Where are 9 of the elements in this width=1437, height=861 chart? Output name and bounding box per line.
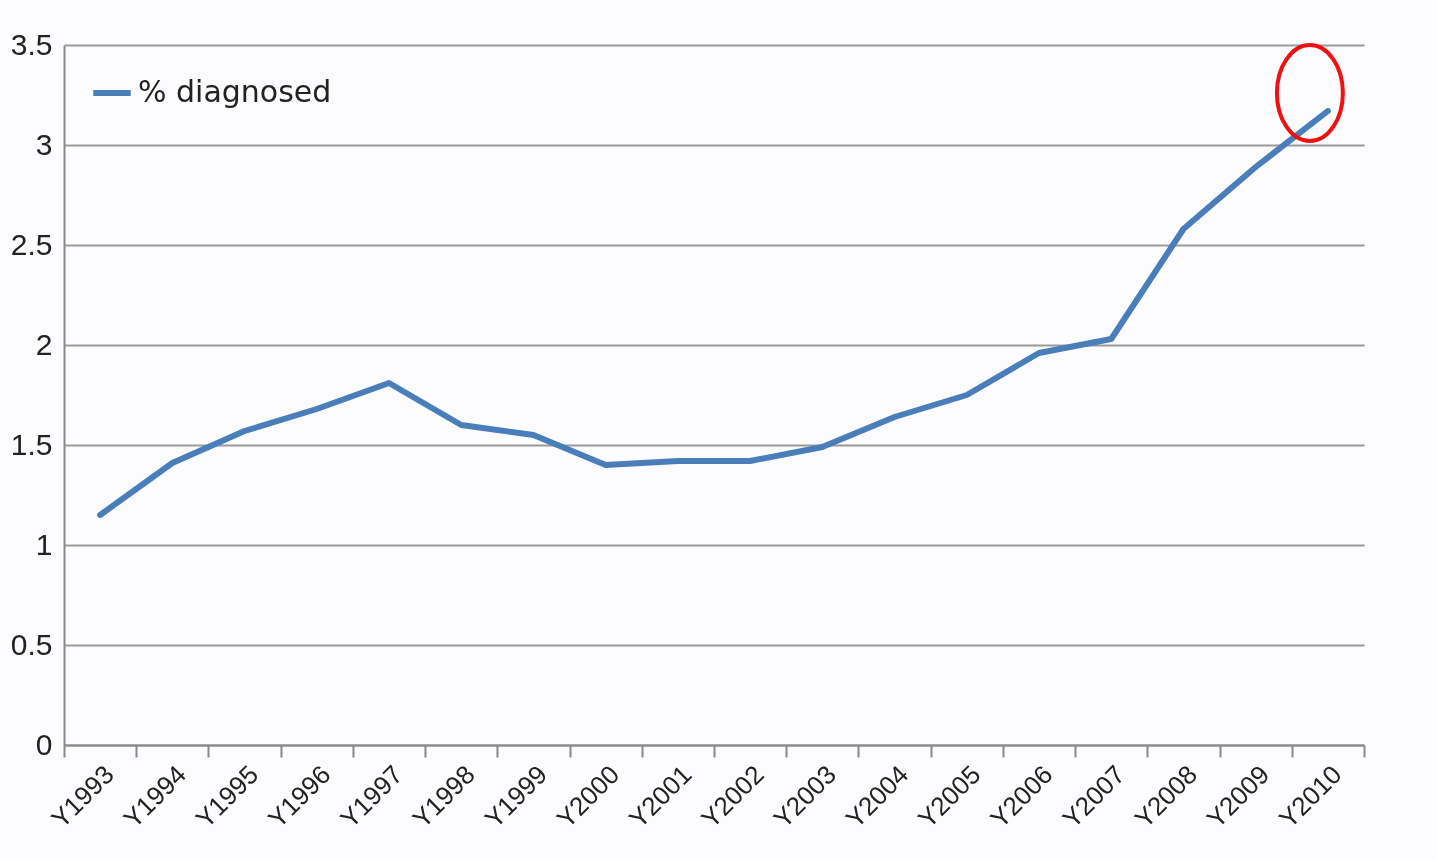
- y-tick-label: 0.5: [10, 627, 53, 661]
- y-tick-label: 2.5: [10, 227, 53, 261]
- y-tick-label: 3.5: [10, 27, 53, 61]
- y-tick-label: 0: [35, 727, 53, 761]
- y-tick-label: 3: [35, 127, 53, 161]
- y-tick-label: 2: [35, 327, 53, 361]
- y-tick-label: 1.5: [10, 427, 53, 461]
- y-tick-label: 1: [35, 527, 53, 561]
- legend-label: % diagnosed: [138, 74, 332, 109]
